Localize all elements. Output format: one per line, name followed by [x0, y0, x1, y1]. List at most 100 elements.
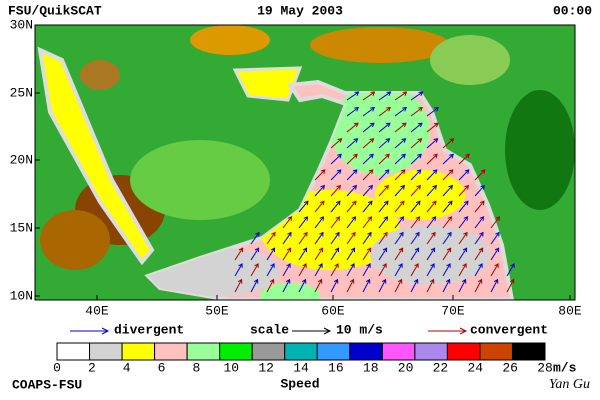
wind-arrow	[362, 169, 374, 181]
wind-arrowhead	[334, 247, 340, 253]
wind-arrowhead	[495, 216, 501, 221]
wind-arrow	[330, 279, 339, 293]
wind-arrow	[314, 185, 325, 197]
wind-arrowhead	[385, 153, 390, 159]
colorbar-tick: 8	[193, 360, 201, 375]
map	[35, 25, 575, 300]
wind-arrowhead	[369, 138, 375, 143]
wind-arrowhead	[385, 138, 391, 143]
colorbar-tick: 22	[433, 360, 449, 375]
wind-arrowhead	[335, 231, 340, 237]
colorbar-tick: 24	[467, 360, 483, 375]
wind-arrowhead	[479, 200, 485, 206]
wind-arrow	[490, 263, 499, 277]
wind-arrow	[426, 200, 437, 213]
wind-arrow	[394, 216, 404, 229]
wind-arrow	[298, 247, 307, 261]
wind-arrowhead	[434, 107, 440, 112]
colorbar-tick: 28	[537, 360, 553, 375]
colorbar-tick: 18	[363, 360, 379, 375]
wind-arrow	[394, 232, 404, 245]
wind-arrow	[378, 200, 389, 213]
wind-arrow	[330, 232, 340, 245]
wind-arrow	[330, 263, 339, 277]
wind-arrowhead	[302, 247, 308, 253]
colorbar-swatch	[316, 342, 351, 361]
colorbar-swatch	[446, 342, 481, 361]
wind-arrow	[394, 122, 407, 133]
wind-arrow	[458, 216, 468, 229]
wind-arrow	[442, 153, 454, 165]
lon-label: 40E	[85, 303, 109, 318]
wind-arrowhead	[478, 263, 483, 268]
wind-arrowhead	[319, 200, 325, 206]
wind-arrow	[282, 279, 291, 293]
wind-arrow	[410, 263, 419, 277]
wind-arrowhead	[479, 231, 484, 237]
wind-arrow	[490, 279, 499, 293]
wind-arrow	[426, 263, 435, 277]
wind-arrow	[474, 169, 486, 181]
wind-arrowhead	[432, 184, 437, 190]
wind-arrow	[442, 200, 453, 213]
wind-arrow	[410, 122, 423, 133]
wind-arrowhead	[477, 278, 483, 284]
wind-arrow	[426, 185, 437, 197]
wind-arrowhead	[478, 247, 484, 253]
wind-arrowhead	[368, 169, 374, 174]
wind-arrowhead	[383, 216, 389, 221]
wind-arrowhead	[384, 169, 390, 174]
wind-arrow	[234, 263, 243, 277]
colorbar-swatch	[479, 342, 513, 361]
wind-arrow	[410, 185, 421, 197]
wind-arrow	[410, 232, 420, 245]
wind-arrow	[314, 279, 323, 293]
wind-arrowhead	[480, 169, 486, 174]
wind-arrowhead	[494, 247, 500, 253]
colorbar-tick: 20	[398, 360, 414, 375]
wind-arrow	[346, 216, 356, 229]
wind-arrowhead	[353, 153, 358, 159]
colorbar-tick: 12	[258, 360, 274, 375]
wind-arrow	[378, 263, 387, 277]
colorbar-tick: 16	[328, 360, 344, 375]
wind-arrowhead	[335, 216, 341, 221]
wind-arrow	[250, 247, 259, 261]
wind-arrowhead	[464, 184, 469, 190]
wind-arrowhead	[318, 263, 323, 268]
wind-arrowhead	[352, 169, 358, 174]
wind-arrow	[346, 153, 358, 165]
wind-arrow	[378, 122, 391, 133]
wind-arrowhead	[382, 247, 388, 253]
wind-arrow	[442, 185, 453, 197]
wind-arrowhead	[238, 263, 243, 268]
wind-arrowhead	[238, 247, 244, 253]
wind-arrowhead	[354, 91, 360, 96]
wind-arrow	[394, 107, 407, 117]
wind-arrowhead	[367, 231, 372, 237]
wind-arrow	[442, 263, 451, 277]
wind-arrowhead	[414, 263, 419, 268]
wind-arrowhead	[383, 200, 389, 206]
wind-arrow	[314, 232, 324, 245]
wind-arrow	[362, 91, 375, 101]
wind-arrowhead	[351, 216, 357, 221]
lat-label: 15N	[10, 220, 33, 235]
wind-arrowhead	[333, 278, 339, 284]
wind-arrowhead	[417, 122, 423, 128]
wind-arrowhead	[271, 231, 276, 237]
wind-arrowhead	[417, 153, 422, 159]
wind-arrowhead	[401, 122, 407, 128]
wind-arrow	[474, 232, 484, 245]
wind-arrow	[346, 91, 359, 101]
wind-arrowhead	[462, 247, 468, 253]
colorbar-swatch	[414, 342, 448, 361]
lon-label: 70E	[441, 303, 465, 318]
wind-arrow	[426, 279, 435, 293]
wind-arrowhead	[418, 91, 424, 96]
wind-arrow	[426, 107, 439, 117]
wind-arrow	[250, 232, 260, 245]
wind-arrow	[362, 138, 374, 149]
wind-arrowhead	[254, 247, 260, 253]
wind-arrowhead	[398, 263, 403, 268]
